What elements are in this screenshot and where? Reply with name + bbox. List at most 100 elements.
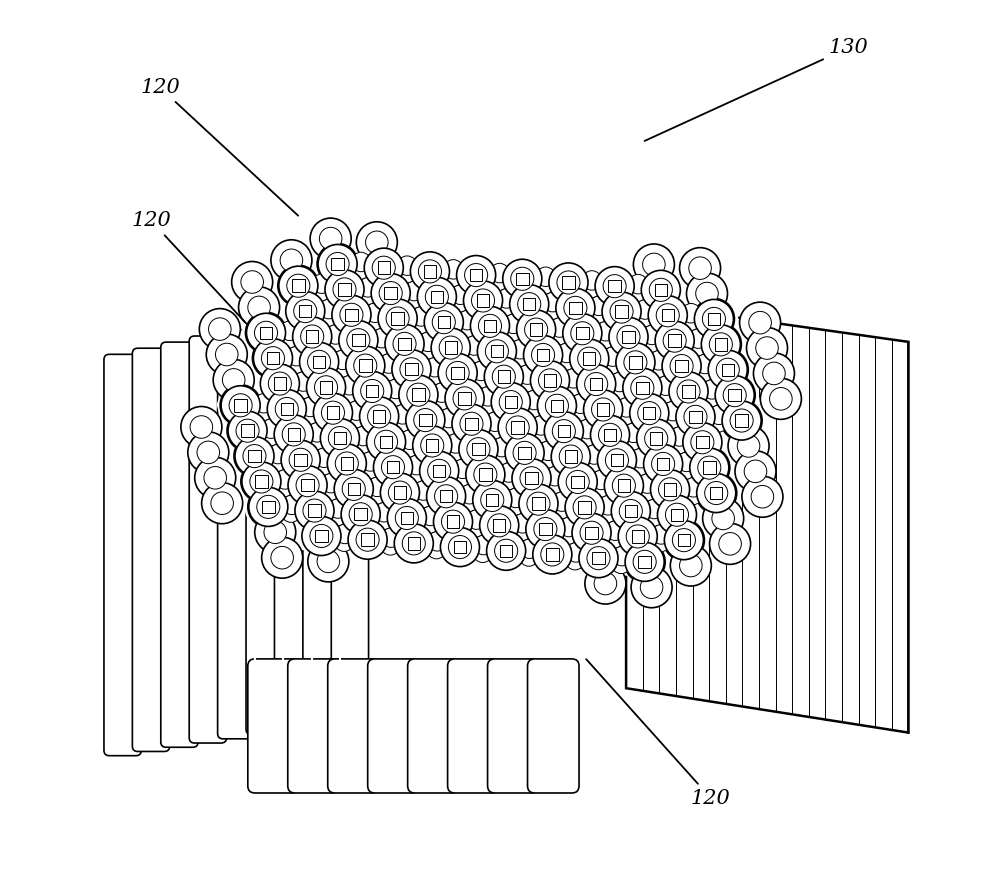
Circle shape [603, 347, 622, 367]
Circle shape [347, 329, 370, 352]
Circle shape [638, 401, 661, 424]
Circle shape [740, 302, 781, 343]
Circle shape [615, 293, 626, 304]
Circle shape [274, 415, 313, 454]
Circle shape [374, 503, 394, 522]
Circle shape [439, 336, 462, 359]
Circle shape [460, 406, 471, 417]
Polygon shape [378, 261, 390, 274]
Polygon shape [592, 552, 605, 565]
Circle shape [372, 398, 383, 408]
Circle shape [242, 462, 281, 501]
Polygon shape [477, 294, 489, 306]
Circle shape [319, 369, 330, 379]
Circle shape [262, 347, 284, 369]
Polygon shape [505, 396, 517, 408]
Circle shape [564, 369, 583, 388]
Polygon shape [433, 464, 445, 477]
Polygon shape [348, 483, 360, 496]
Circle shape [467, 510, 486, 529]
Circle shape [686, 273, 728, 314]
Polygon shape [604, 429, 616, 441]
Circle shape [340, 304, 363, 327]
FancyBboxPatch shape [488, 659, 539, 793]
Circle shape [617, 320, 628, 330]
Circle shape [493, 359, 504, 370]
Circle shape [585, 563, 626, 604]
Circle shape [584, 453, 603, 472]
Polygon shape [301, 479, 314, 491]
Circle shape [315, 517, 326, 528]
Circle shape [539, 511, 550, 521]
Circle shape [590, 416, 630, 455]
Circle shape [457, 311, 477, 329]
Circle shape [202, 483, 243, 524]
Circle shape [367, 485, 386, 504]
Circle shape [702, 307, 725, 330]
Circle shape [241, 271, 263, 293]
Circle shape [558, 525, 578, 544]
Circle shape [441, 510, 465, 533]
Circle shape [471, 289, 495, 312]
Circle shape [287, 346, 306, 366]
Circle shape [342, 478, 365, 501]
Circle shape [348, 520, 387, 559]
Circle shape [254, 401, 273, 421]
Circle shape [597, 440, 636, 480]
Circle shape [677, 380, 700, 403]
Polygon shape [447, 515, 459, 527]
Circle shape [403, 526, 414, 536]
Circle shape [633, 551, 656, 573]
Circle shape [268, 444, 288, 464]
Circle shape [656, 445, 667, 456]
Circle shape [668, 321, 679, 333]
Circle shape [518, 434, 529, 445]
Circle shape [414, 408, 437, 432]
Circle shape [339, 321, 378, 360]
Circle shape [276, 392, 287, 402]
Polygon shape [384, 287, 397, 299]
Polygon shape [493, 519, 505, 532]
Circle shape [448, 535, 471, 559]
Circle shape [627, 519, 638, 530]
Polygon shape [643, 407, 655, 419]
Circle shape [553, 414, 564, 424]
Circle shape [280, 249, 303, 272]
Circle shape [637, 481, 656, 501]
Circle shape [565, 488, 604, 527]
Circle shape [445, 441, 465, 461]
Circle shape [742, 476, 783, 517]
Circle shape [571, 315, 582, 327]
FancyBboxPatch shape [328, 659, 379, 793]
Circle shape [504, 314, 523, 334]
Circle shape [578, 488, 589, 500]
Circle shape [596, 391, 607, 401]
Circle shape [296, 468, 308, 479]
Circle shape [637, 419, 676, 458]
Polygon shape [440, 490, 452, 503]
Circle shape [329, 420, 340, 432]
Circle shape [511, 408, 522, 420]
Polygon shape [728, 389, 741, 401]
Circle shape [630, 456, 649, 476]
Polygon shape [431, 290, 443, 303]
Circle shape [605, 528, 624, 548]
Circle shape [358, 285, 377, 305]
Circle shape [683, 423, 722, 462]
Circle shape [770, 387, 792, 410]
Circle shape [584, 390, 623, 429]
Circle shape [566, 471, 589, 494]
Circle shape [526, 510, 565, 549]
Circle shape [491, 445, 511, 464]
Circle shape [492, 506, 503, 518]
Circle shape [595, 329, 615, 349]
Circle shape [332, 358, 352, 377]
Circle shape [340, 297, 351, 308]
Polygon shape [722, 363, 734, 376]
Circle shape [453, 381, 465, 392]
Circle shape [255, 463, 266, 473]
Circle shape [473, 543, 492, 562]
Circle shape [531, 424, 550, 443]
Polygon shape [470, 269, 482, 281]
Circle shape [550, 318, 569, 337]
